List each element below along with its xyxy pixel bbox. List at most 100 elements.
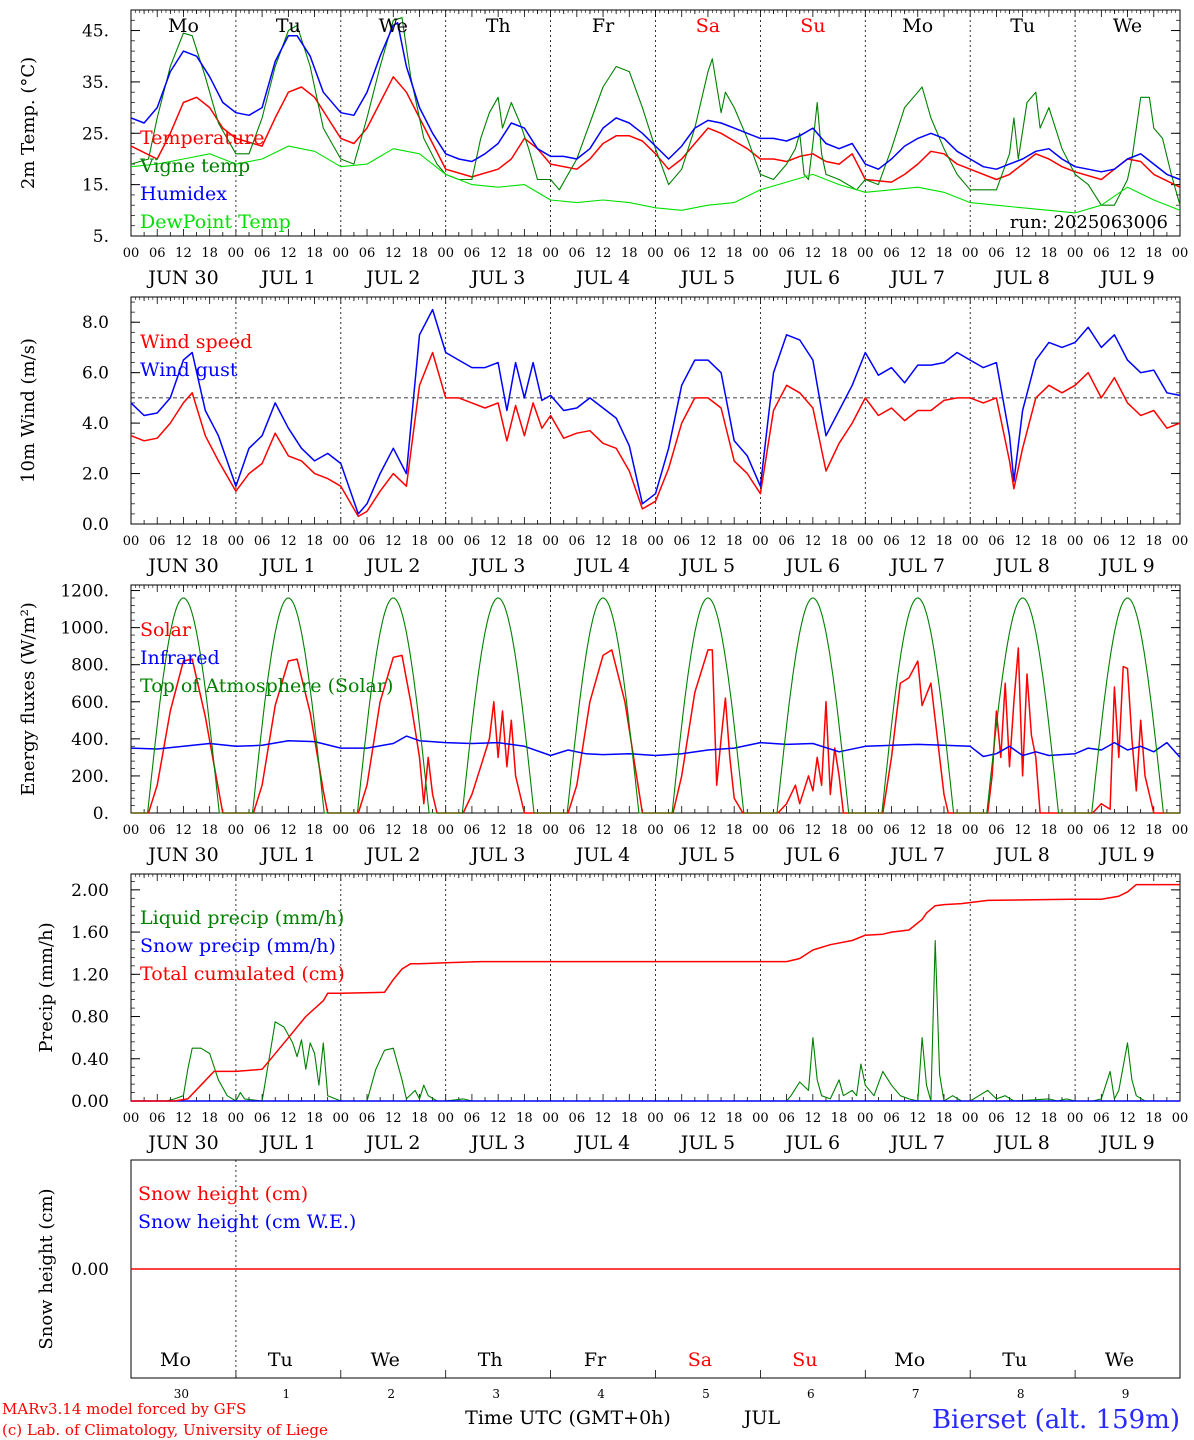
hour-label: 00 — [437, 246, 454, 261]
y-tick-label: 800. — [71, 656, 109, 676]
day-name: Mo — [168, 15, 199, 37]
hour-label: 06 — [254, 1111, 271, 1126]
hour-label: 18 — [516, 823, 533, 838]
hour-label: 12 — [385, 823, 402, 838]
series-line-temperature — [130, 76, 1181, 188]
day-name: Tu — [268, 1349, 293, 1371]
hour-label: 00 — [123, 823, 140, 838]
hour-label: 12 — [385, 1111, 402, 1126]
day-number: 5 — [702, 1387, 710, 1401]
hour-label: 18 — [726, 1111, 743, 1126]
hour-label: 00 — [228, 246, 245, 261]
y-tick-label: 0.00 — [71, 1260, 109, 1280]
series-line-liquid-precip-mm-h — [131, 939, 1180, 1102]
hour-label: 06 — [569, 534, 586, 549]
y-tick-label: 2.0 — [82, 465, 109, 485]
hour-label: 18 — [1041, 823, 1058, 838]
hour-label: 00 — [752, 534, 769, 549]
y-tick-label: 0.0 — [82, 515, 109, 535]
hour-label: 00 — [542, 823, 559, 838]
hour-label: 00 — [542, 1111, 559, 1126]
hour-label: 12 — [909, 823, 926, 838]
date-label: JUL 7 — [889, 555, 945, 577]
hour-label: 12 — [1014, 1111, 1031, 1126]
hour-label: 06 — [149, 534, 166, 549]
hour-label: 18 — [201, 1111, 218, 1126]
hour-label: 06 — [673, 1111, 690, 1126]
hour-label: 00 — [857, 1111, 874, 1126]
date-label: JUL 1 — [259, 267, 315, 289]
model-info: MARv3.14 model forced by GFS — [2, 1400, 246, 1418]
day-name: Tu — [1010, 15, 1035, 37]
series-line-vigne-temp — [130, 17, 1181, 206]
date-label: JUL 3 — [469, 1132, 525, 1154]
hour-label: 18 — [411, 1111, 428, 1126]
hour-label: 12 — [1014, 534, 1031, 549]
hour-label: 12 — [805, 246, 822, 261]
hour-label: 18 — [621, 534, 638, 549]
station-label: Bierset (alt. 159m) — [932, 1405, 1180, 1435]
hour-label: 18 — [1041, 246, 1058, 261]
hour-label: 06 — [359, 246, 376, 261]
hour-label: 06 — [149, 823, 166, 838]
hour-label: 06 — [988, 1111, 1005, 1126]
day-number: 9 — [1122, 1387, 1130, 1401]
date-label: JUL 5 — [679, 555, 735, 577]
hour-label: 18 — [516, 1111, 533, 1126]
hour-label: 18 — [411, 246, 428, 261]
y-tick-label: 1.20 — [71, 965, 109, 985]
date-label: JUL 4 — [574, 844, 630, 866]
y-tick-label: 2.00 — [71, 881, 109, 901]
y-tick-label: 1.60 — [71, 923, 109, 943]
hour-label: 18 — [936, 823, 953, 838]
y-tick-label: 1000. — [60, 619, 109, 639]
day-name: Su — [800, 15, 825, 37]
date-label: JUL 8 — [993, 555, 1049, 577]
hour-label: 18 — [831, 1111, 848, 1126]
hour-label: 06 — [464, 246, 481, 261]
date-label: JUL 8 — [993, 844, 1049, 866]
legend-entry: DewPoint Temp — [140, 211, 291, 233]
hour-label: 06 — [778, 534, 795, 549]
legend-entry: Wind speed — [140, 331, 252, 353]
day-name: Mo — [902, 15, 933, 37]
hour-label: 00 — [1172, 1111, 1189, 1126]
hour-label: 12 — [700, 246, 717, 261]
legend-entry: Solar — [140, 619, 192, 641]
day-number: 30 — [174, 1387, 189, 1401]
hour-label: 00 — [228, 1111, 245, 1126]
panel-precip: 0.00 0.40 0.80 1.20 1.60 2.00 Precip (mm/h) Liq… — [36, 873, 1189, 1154]
hour-label: 12 — [175, 534, 192, 549]
hour-label: 00 — [962, 534, 979, 549]
hour-label: 12 — [1119, 823, 1136, 838]
series-line-top-of-atmosphere-solar — [131, 597, 1180, 814]
day-name: We — [371, 1349, 400, 1371]
panel-temp: 5. 15. 25. 35. 45. 2m Temp. (°C) Temperature Vi… — [18, 9, 1188, 289]
hour-label: 06 — [149, 1111, 166, 1126]
day-name: Th — [486, 15, 511, 37]
hour-label: 00 — [333, 246, 350, 261]
hour-label: 00 — [542, 534, 559, 549]
day-name: Th — [478, 1349, 503, 1371]
hour-label: 00 — [752, 246, 769, 261]
hour-label: 12 — [805, 823, 822, 838]
hour-label: 12 — [1119, 534, 1136, 549]
hour-label: 00 — [962, 1111, 979, 1126]
hour-label: 00 — [1067, 246, 1084, 261]
y-axis-label: Precip (mm/h) — [36, 922, 57, 1052]
day-name: Mo — [160, 1349, 191, 1371]
hour-label: 00 — [857, 823, 874, 838]
legend-entry: Infrared — [140, 647, 220, 669]
y-tick-label: 600. — [71, 693, 109, 713]
date-label: JUL 9 — [1098, 555, 1154, 577]
hour-label: 12 — [595, 246, 612, 261]
panel-snow: 0.00 Snow height (cm) Snow height (cm) Snow… — [36, 1159, 1181, 1401]
hour-label: 06 — [988, 823, 1005, 838]
hour-label: 06 — [883, 1111, 900, 1126]
hour-label: 06 — [254, 534, 271, 549]
hour-label: 06 — [464, 823, 481, 838]
day-number: 4 — [597, 1387, 605, 1401]
y-tick-label: 25. — [82, 124, 109, 144]
date-label: JUL 9 — [1098, 267, 1154, 289]
hour-label: 12 — [909, 246, 926, 261]
